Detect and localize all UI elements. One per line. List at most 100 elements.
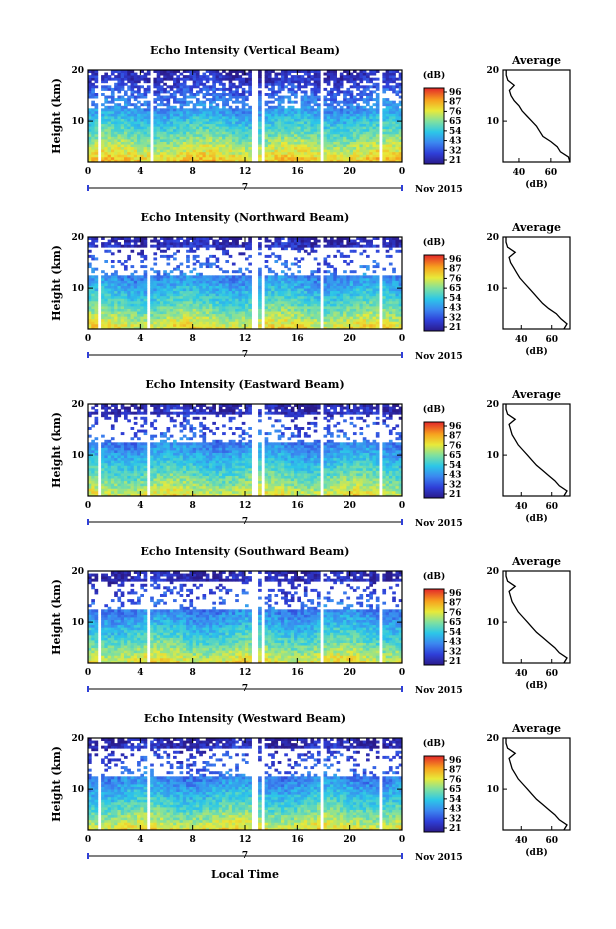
heatmap-cell bbox=[362, 116, 367, 119]
heatmap-cell bbox=[205, 156, 210, 160]
heatmap-cell bbox=[150, 323, 154, 327]
heatmap-cell bbox=[258, 293, 262, 297]
heatmap-cell bbox=[271, 105, 275, 109]
heatmap-cell bbox=[228, 298, 233, 302]
heatmap-cell bbox=[359, 285, 364, 289]
heatmap-cell bbox=[133, 316, 138, 320]
heatmap-cell bbox=[120, 326, 125, 330]
heatmap-cell bbox=[212, 306, 216, 309]
heatmap-cell bbox=[326, 98, 331, 102]
heatmap-cell bbox=[385, 108, 390, 112]
heatmap-cell bbox=[245, 149, 249, 153]
heatmap-cell bbox=[294, 70, 298, 73]
heatmap-cell bbox=[222, 237, 226, 240]
heatmap-cell bbox=[294, 121, 298, 125]
heatmap-cell bbox=[228, 118, 233, 122]
heatmap-cell bbox=[333, 285, 337, 289]
heatmap-cell bbox=[280, 151, 285, 155]
heatmap-cell bbox=[231, 303, 236, 307]
heatmap-cell bbox=[173, 252, 177, 256]
heatmap-cell bbox=[228, 80, 233, 84]
heatmap-cell bbox=[395, 159, 400, 163]
heatmap-cell bbox=[274, 326, 279, 330]
heatmap-cell bbox=[248, 321, 252, 325]
heatmap-cell bbox=[258, 242, 262, 246]
heatmap-cell bbox=[114, 123, 118, 127]
heatmap-cell bbox=[352, 149, 357, 153]
heatmap-cell bbox=[176, 237, 180, 240]
heatmap-cell bbox=[101, 323, 105, 327]
heatmap-cell bbox=[133, 123, 138, 127]
heatmap-cell bbox=[366, 151, 370, 155]
heatmap-cell bbox=[150, 300, 154, 304]
heatmap-cell bbox=[202, 108, 207, 112]
heatmap-cell bbox=[258, 139, 262, 142]
heatmap-cell bbox=[343, 146, 347, 150]
heatmap-cell bbox=[166, 239, 171, 243]
heatmap-cell bbox=[130, 77, 135, 81]
heatmap-cell bbox=[287, 131, 292, 135]
heatmap-cell bbox=[316, 311, 321, 315]
heatmap-cell bbox=[231, 141, 236, 145]
heatmap-cell bbox=[369, 141, 373, 145]
heatmap-cell bbox=[140, 116, 144, 119]
heatmap-cell bbox=[307, 298, 311, 302]
heatmap-cell bbox=[346, 72, 351, 76]
heatmap-cell bbox=[143, 75, 148, 79]
heatmap-cell bbox=[388, 156, 393, 160]
heatmap-cell bbox=[349, 98, 354, 102]
heatmap-cell bbox=[176, 108, 180, 112]
heatmap-cell bbox=[280, 244, 285, 248]
heatmap-cell bbox=[205, 260, 210, 263]
heatmap-cell bbox=[241, 242, 246, 246]
heatmap-cell bbox=[297, 144, 301, 148]
heatmap-cell bbox=[336, 108, 341, 112]
heatmap-cell bbox=[303, 242, 308, 246]
heatmap-cell bbox=[267, 144, 272, 148]
heatmap-cell bbox=[195, 144, 200, 148]
heatmap-cell bbox=[137, 280, 141, 284]
heatmap-cell bbox=[117, 70, 122, 73]
heatmap-cell bbox=[179, 100, 184, 104]
heatmap-cell bbox=[88, 141, 92, 145]
heatmap-cell bbox=[179, 151, 184, 155]
heatmap-cell bbox=[388, 133, 393, 137]
heatmap-cell bbox=[228, 144, 233, 148]
heatmap-cell bbox=[120, 133, 125, 137]
heatmap-cell bbox=[215, 70, 220, 73]
heatmap-cell bbox=[176, 280, 180, 284]
heatmap-cell bbox=[297, 306, 301, 309]
heatmap-cell bbox=[284, 121, 288, 125]
heatmap-cell bbox=[277, 87, 282, 91]
heatmap-cell bbox=[182, 298, 187, 302]
heatmap-cell bbox=[300, 318, 305, 322]
heatmap-cell bbox=[182, 275, 187, 279]
heatmap-cell bbox=[212, 128, 216, 132]
heatmap-cell bbox=[120, 85, 125, 89]
heatmap-cell bbox=[228, 316, 233, 320]
heatmap-cell bbox=[123, 113, 128, 117]
heatmap-cell bbox=[153, 141, 158, 145]
heatmap-cell bbox=[195, 133, 200, 137]
heatmap-cell bbox=[199, 293, 203, 297]
heatmap-cell bbox=[156, 283, 161, 286]
heatmap-cell bbox=[140, 252, 144, 256]
heatmap-cell bbox=[369, 98, 373, 102]
heatmap-cell bbox=[199, 285, 203, 289]
heatmap-cell bbox=[189, 139, 194, 142]
heatmap-cell bbox=[186, 118, 190, 122]
heatmap-cell bbox=[385, 121, 390, 125]
heatmap-cell bbox=[218, 95, 223, 99]
heatmap-cell bbox=[205, 108, 210, 112]
heatmap-cell bbox=[202, 139, 207, 142]
heatmap-cell bbox=[127, 85, 131, 89]
heatmap-cell bbox=[235, 75, 239, 79]
heatmap-cell bbox=[189, 323, 194, 327]
heatmap-cell bbox=[137, 237, 141, 240]
heatmap-cell bbox=[349, 260, 354, 263]
heatmap-cell bbox=[133, 77, 138, 81]
heatmap-cell bbox=[179, 105, 184, 109]
heatmap-cell bbox=[310, 288, 315, 292]
heatmap-cell bbox=[166, 311, 171, 315]
heatmap-cell bbox=[117, 144, 122, 148]
